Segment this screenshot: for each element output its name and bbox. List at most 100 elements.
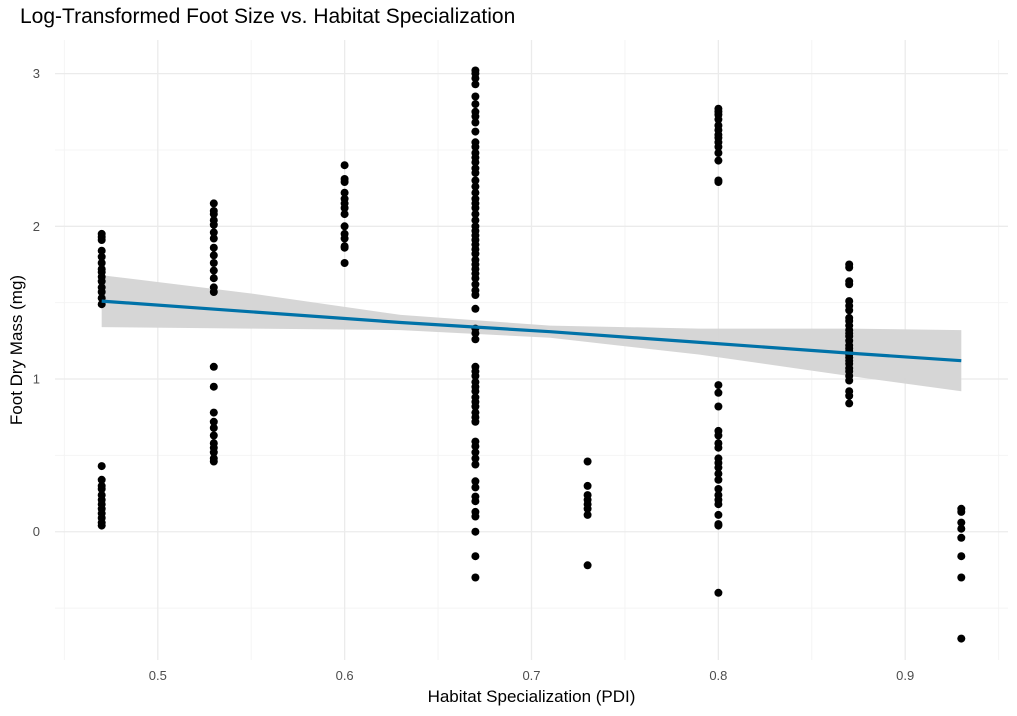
data-point — [714, 149, 723, 157]
data-point — [471, 291, 480, 299]
data-point — [714, 500, 723, 509]
grid-major — [55, 40, 1008, 660]
x-tick-label: 0.5 — [149, 668, 167, 683]
data-point — [714, 381, 723, 390]
data-point — [957, 524, 966, 533]
data-point — [340, 259, 349, 267]
data-point — [471, 442, 480, 451]
data-point — [714, 443, 723, 452]
data-point — [209, 288, 218, 296]
data-point — [957, 518, 966, 527]
x-tick-label: 0.9 — [896, 668, 914, 683]
chart-title: Log-Transformed Foot Size vs. Habitat Sp… — [20, 5, 516, 28]
data-points — [97, 66, 966, 643]
data-point — [471, 512, 480, 521]
confidence-band-group — [101, 275, 962, 392]
data-point — [209, 448, 218, 457]
data-point — [471, 100, 480, 109]
data-point — [845, 391, 854, 400]
data-point — [845, 306, 854, 315]
data-point — [471, 210, 480, 219]
data-point — [714, 431, 723, 440]
data-point — [209, 362, 218, 371]
data-point — [97, 288, 106, 296]
data-point — [471, 477, 480, 486]
data-point — [209, 423, 218, 432]
data-point — [471, 527, 480, 536]
data-point — [471, 176, 480, 185]
data-point — [209, 243, 218, 252]
data-point — [714, 115, 723, 124]
data-point — [97, 462, 106, 471]
data-point — [471, 454, 480, 463]
data-point — [97, 246, 106, 255]
data-point — [340, 178, 349, 186]
data-point — [471, 74, 480, 83]
data-point — [97, 252, 106, 261]
data-point — [471, 460, 480, 469]
data-point — [209, 251, 218, 260]
x-axis-title: Habitat Specialization (PDI) — [428, 687, 636, 706]
data-point — [957, 573, 966, 582]
data-point — [471, 280, 480, 289]
x-tick-labels: 0.5 0.6 0.7 0.8 0.9 — [149, 668, 915, 683]
data-point — [471, 573, 480, 582]
y-tick-label: 2 — [33, 219, 40, 234]
data-point — [471, 158, 480, 167]
y-tick-label: 1 — [33, 372, 40, 387]
data-point — [340, 210, 349, 219]
data-point — [340, 222, 349, 231]
data-point — [583, 510, 592, 519]
data-point — [957, 552, 966, 561]
data-point — [471, 182, 480, 191]
data-point — [471, 402, 480, 411]
data-point — [340, 204, 349, 212]
data-point — [97, 521, 106, 530]
data-point — [957, 533, 966, 542]
data-point — [845, 399, 854, 408]
data-point — [714, 156, 723, 165]
data-point — [471, 204, 480, 212]
data-point — [471, 216, 480, 225]
x-tick-label: 0.6 — [336, 668, 354, 683]
data-point — [340, 161, 349, 170]
y-tick-label: 3 — [33, 66, 40, 81]
data-point — [471, 80, 480, 89]
data-point — [209, 408, 218, 417]
data-point — [471, 274, 480, 283]
x-tick-label: 0.7 — [522, 668, 540, 683]
y-axis-title: Foot Dry Mass (mg) — [7, 275, 26, 425]
data-point — [471, 387, 480, 396]
data-point — [714, 469, 723, 478]
data-point — [209, 259, 218, 267]
data-point — [209, 234, 218, 243]
data-point — [471, 142, 480, 151]
data-point — [209, 220, 218, 229]
data-point — [583, 504, 592, 513]
data-point — [583, 457, 592, 466]
data-point — [209, 274, 218, 283]
data-point — [471, 483, 480, 492]
data-point — [845, 376, 854, 385]
data-point — [209, 199, 218, 208]
data-point — [714, 588, 723, 597]
confidence-band — [101, 275, 962, 392]
data-point — [209, 210, 218, 219]
data-point — [471, 112, 480, 121]
data-point — [714, 402, 723, 411]
data-point — [97, 475, 106, 484]
data-point — [957, 507, 966, 516]
data-point — [97, 259, 106, 267]
data-point — [471, 417, 480, 426]
data-point — [845, 263, 854, 272]
data-point — [714, 178, 723, 186]
data-point — [471, 372, 480, 380]
data-point — [845, 280, 854, 289]
data-point — [583, 561, 592, 570]
data-point — [209, 228, 218, 237]
data-point — [471, 552, 480, 561]
data-point — [471, 497, 480, 506]
data-point — [340, 243, 349, 252]
data-point — [340, 234, 349, 243]
